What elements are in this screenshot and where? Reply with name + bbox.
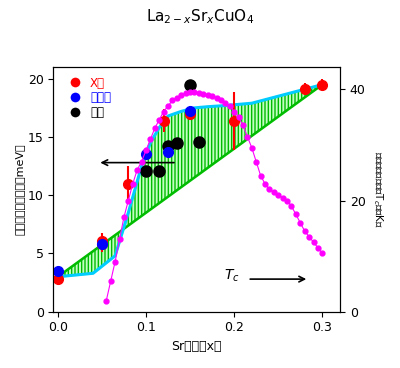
Y-axis label: ソフト化の大きさ（meV）: ソフト化の大きさ（meV） bbox=[15, 144, 25, 235]
Text: La$_{2-x}$Sr$_x$CuO$_4$: La$_{2-x}$Sr$_x$CuO$_4$ bbox=[146, 7, 254, 26]
Text: $T_c$: $T_c$ bbox=[224, 267, 239, 283]
Y-axis label: 超伝導転移温度（T$_c$）（K）: 超伝導転移温度（T$_c$）（K） bbox=[371, 151, 385, 228]
Legend: X線, 中性子, 理論: X線, 中性子, 理論 bbox=[59, 73, 114, 123]
X-axis label: Sr濃度（x）: Sr濃度（x） bbox=[172, 340, 222, 353]
